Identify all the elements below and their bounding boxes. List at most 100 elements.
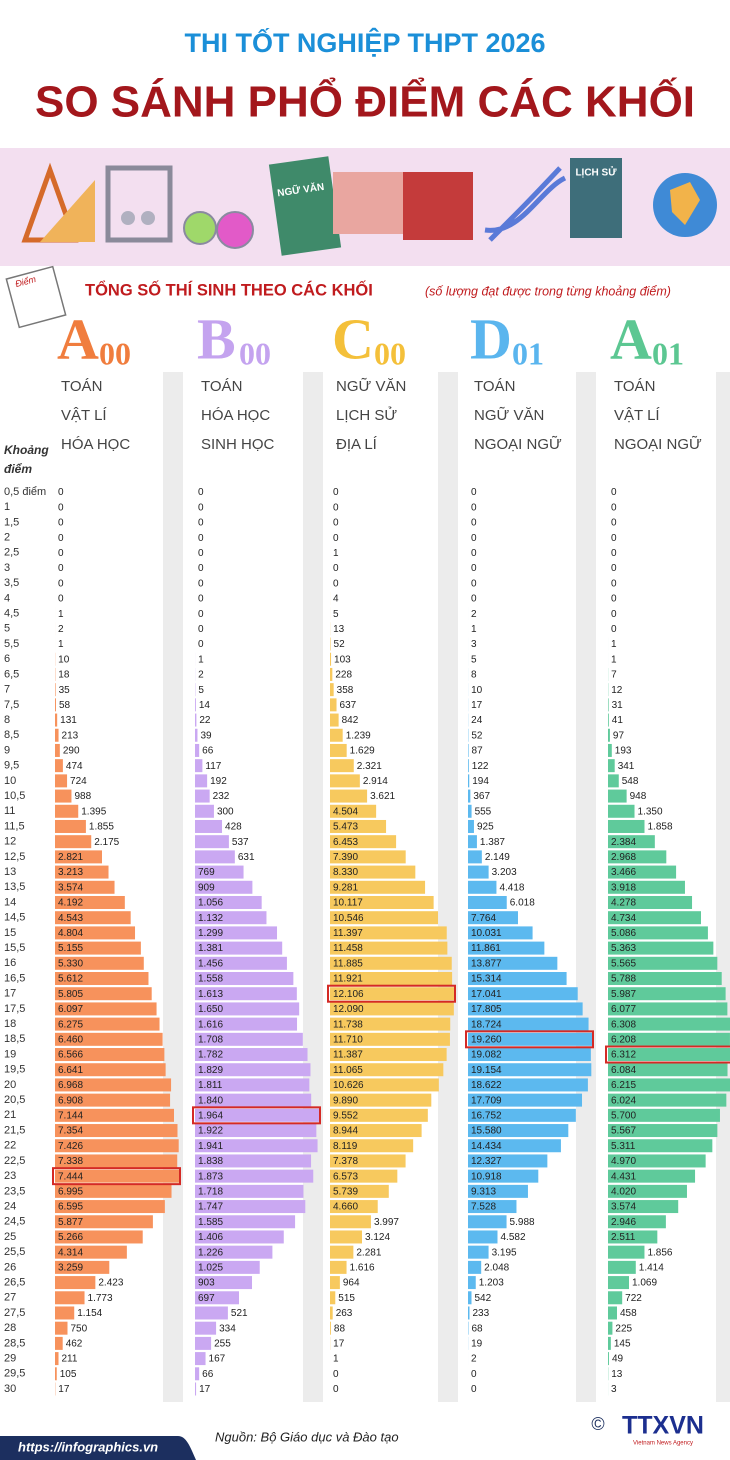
bar <box>608 1230 658 1244</box>
value-label: 1.616 <box>198 1019 223 1030</box>
value-label: 17.041 <box>471 989 502 1000</box>
score-label: 8 <box>4 714 10 726</box>
bar <box>195 1002 300 1016</box>
value-label: 194 <box>472 776 489 787</box>
value-label: 0 <box>58 502 64 513</box>
bar <box>195 1124 317 1138</box>
value-label: 6.275 <box>58 1019 83 1030</box>
block-letter: C <box>332 306 374 371</box>
value-label: 6.641 <box>58 1065 83 1076</box>
bar <box>195 1382 197 1396</box>
bar <box>608 1321 613 1335</box>
banner: NGỮ VĂN LỊCH SỬ <box>0 148 730 266</box>
score-label: 19,5 <box>4 1064 25 1076</box>
bar <box>330 956 452 970</box>
bar <box>195 865 244 879</box>
bar <box>608 865 677 879</box>
subject: TOÁN <box>614 378 655 395</box>
score-label: 7,5 <box>4 699 19 711</box>
value-label: 6.968 <box>58 1080 83 1091</box>
charts: 0,5 điểm11,522,533,544,555,566,577,588,5… <box>4 306 730 1402</box>
bar <box>55 941 141 955</box>
value-label: 6.460 <box>58 1034 83 1045</box>
bar <box>468 1230 498 1244</box>
value-label: 5.155 <box>58 943 83 954</box>
bar <box>55 1200 165 1214</box>
max-highlight <box>192 1106 321 1125</box>
value-label: 5.877 <box>58 1217 83 1228</box>
bar <box>195 743 200 757</box>
bar <box>330 819 387 833</box>
value-label: 1 <box>58 609 64 620</box>
bar <box>55 1124 178 1138</box>
bar <box>330 1260 347 1274</box>
value-label: 0 <box>198 563 204 574</box>
bar <box>55 789 72 803</box>
value-label: 11.397 <box>333 928 363 939</box>
value-label: 2.423 <box>98 1278 123 1289</box>
bar <box>55 1093 171 1107</box>
bar <box>608 941 714 955</box>
globe-land <box>670 182 700 225</box>
value-label: 2.821 <box>58 852 83 863</box>
value-label: 2.048 <box>484 1263 509 1274</box>
bar <box>195 1184 304 1198</box>
value-label: 1.840 <box>198 1095 223 1106</box>
value-label: 2.914 <box>363 776 388 787</box>
bar <box>55 1352 59 1366</box>
value-label: 5.805 <box>58 989 83 1000</box>
value-label: 903 <box>198 1278 215 1289</box>
value-label: 1.056 <box>198 898 223 909</box>
value-label: 842 <box>342 715 359 726</box>
bar <box>330 1169 398 1183</box>
value-label: 5.700 <box>611 1110 636 1121</box>
bar <box>608 1184 687 1198</box>
bar <box>55 774 68 788</box>
value-label: 13 <box>611 1369 623 1380</box>
bar <box>55 1154 178 1168</box>
bar <box>195 1063 311 1077</box>
subject: LỊCH SỬ <box>336 406 397 424</box>
value-label: 948 <box>630 791 647 802</box>
bar <box>55 1215 153 1229</box>
value-label: 7.338 <box>58 1156 83 1167</box>
bar <box>55 819 86 833</box>
bar <box>330 1002 454 1016</box>
bar <box>330 683 334 697</box>
value-label: 1.811 <box>198 1080 223 1091</box>
value-label: 117 <box>205 761 221 772</box>
value-label: 3.621 <box>370 791 395 802</box>
value-label: 2 <box>471 609 477 620</box>
value-label: 2 <box>471 1354 477 1365</box>
bar <box>468 1260 482 1274</box>
bar <box>330 1291 336 1305</box>
value-label: 66 <box>202 1369 214 1380</box>
bar <box>330 1078 439 1092</box>
value-label: 58 <box>59 700 71 711</box>
bar <box>468 789 471 803</box>
value-label: 7.444 <box>58 1171 83 1182</box>
value-label: 1.132 <box>198 913 223 924</box>
footer: https://infographics.vn Nguồn: Bộ Giáo d… <box>0 1412 704 1460</box>
value-label: 1.838 <box>198 1156 223 1167</box>
bar <box>330 1215 371 1229</box>
value-label: 0 <box>471 578 477 589</box>
value-label: 49 <box>612 1354 624 1365</box>
bar <box>55 759 63 773</box>
bar <box>468 880 497 894</box>
value-label: 22 <box>199 715 211 726</box>
value-label: 1.456 <box>198 958 223 969</box>
column-strip <box>163 372 183 1402</box>
bar <box>468 1154 548 1168</box>
value-label: 11.387 <box>333 1050 363 1061</box>
value-label: 9.552 <box>333 1110 358 1121</box>
bar <box>608 1093 727 1107</box>
bar <box>55 1078 172 1092</box>
score-label: 1,5 <box>4 516 19 528</box>
score-label: 2,5 <box>4 547 19 559</box>
value-label: 1 <box>198 654 204 665</box>
bar <box>330 1306 333 1320</box>
bar <box>330 1108 428 1122</box>
value-label: 8 <box>471 670 477 681</box>
value-label: 0 <box>198 518 204 529</box>
